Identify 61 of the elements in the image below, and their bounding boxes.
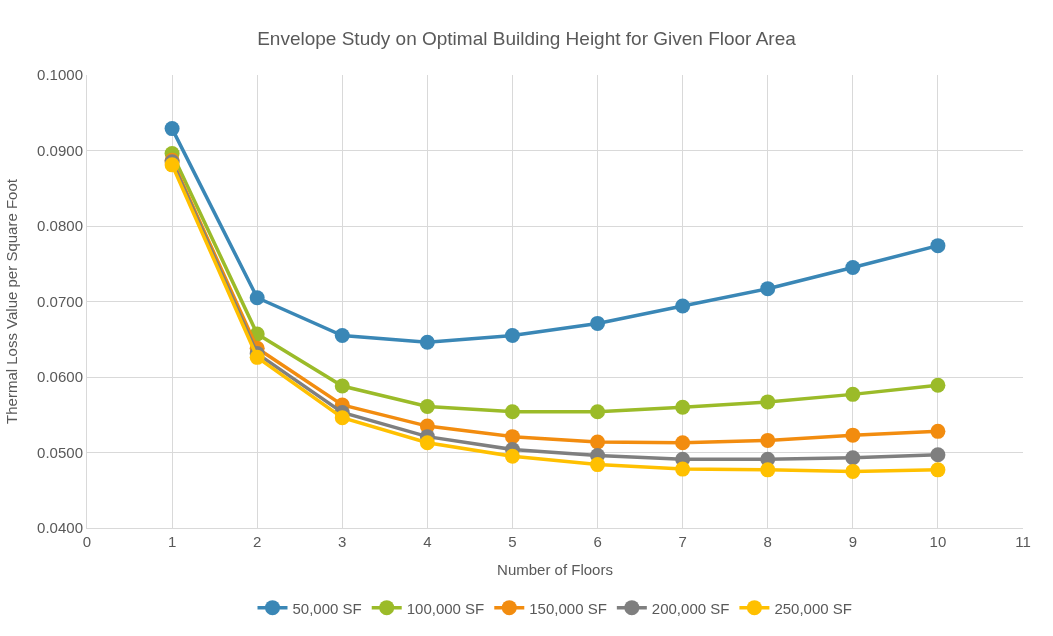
point <box>675 399 691 415</box>
legend-label: 200,000 SF <box>651 599 730 617</box>
point <box>164 121 180 137</box>
point <box>760 462 776 478</box>
point <box>590 434 606 450</box>
x-tick-label: 3 <box>338 533 347 550</box>
x-tick-label: 7 <box>678 533 687 550</box>
point <box>930 238 946 254</box>
point <box>845 427 861 443</box>
point <box>930 462 946 478</box>
x-tick-label: 8 <box>763 533 772 550</box>
legend-label: 150,000 SF <box>529 599 607 617</box>
point <box>930 447 946 463</box>
point <box>845 386 861 402</box>
point <box>504 327 520 343</box>
x-tick-label: 1 <box>167 533 177 550</box>
y-tick-label: 0.0700 <box>37 292 83 310</box>
x-tick-label: 6 <box>593 533 602 550</box>
legend-label: 100,000 SF <box>406 599 485 617</box>
point <box>590 404 606 420</box>
point <box>675 435 691 451</box>
x-tick-label: 9 <box>848 533 857 550</box>
y-tick-label: 0.0500 <box>37 443 83 461</box>
point <box>930 377 946 393</box>
point <box>419 435 435 451</box>
point <box>504 448 520 464</box>
point <box>845 463 861 479</box>
point <box>504 404 520 420</box>
point <box>930 423 946 439</box>
x-tick-label: 4 <box>423 533 432 550</box>
y-tick-label: 0.0600 <box>37 368 83 386</box>
point <box>675 298 691 314</box>
y-tick-label: 0.0900 <box>37 141 83 159</box>
x-axis-title: Number of Floors <box>497 561 613 578</box>
point <box>760 394 776 410</box>
point <box>334 378 350 394</box>
point <box>334 327 350 343</box>
x-tick-label: 2 <box>253 533 262 550</box>
y-axis-title: Thermal Loss Value per Square Foot <box>3 178 21 424</box>
point <box>760 432 776 448</box>
x-tick-label: 5 <box>508 533 517 550</box>
point <box>845 450 861 466</box>
point <box>419 334 435 350</box>
point <box>675 461 691 477</box>
legend-label: 50,000 SF <box>292 599 362 617</box>
point <box>504 429 520 445</box>
y-tick-label: 0.1000 <box>37 66 83 84</box>
chart-title: Envelope Study on Optimal Building Height for Given Floor Area <box>257 28 797 50</box>
x-tick-label: 10 <box>929 533 947 550</box>
x-tick-label: 11 <box>1015 533 1031 550</box>
y-tick-label: 0.0400 <box>37 519 83 537</box>
point <box>590 457 606 473</box>
legend-label: 250,000 SF <box>774 599 852 617</box>
point <box>249 290 265 306</box>
point <box>845 260 861 276</box>
point <box>419 398 435 414</box>
point <box>760 281 776 297</box>
point <box>590 315 606 331</box>
y-tick-label: 0.0800 <box>37 217 83 235</box>
x-tick-label: 0 <box>82 533 92 550</box>
point <box>334 410 350 426</box>
